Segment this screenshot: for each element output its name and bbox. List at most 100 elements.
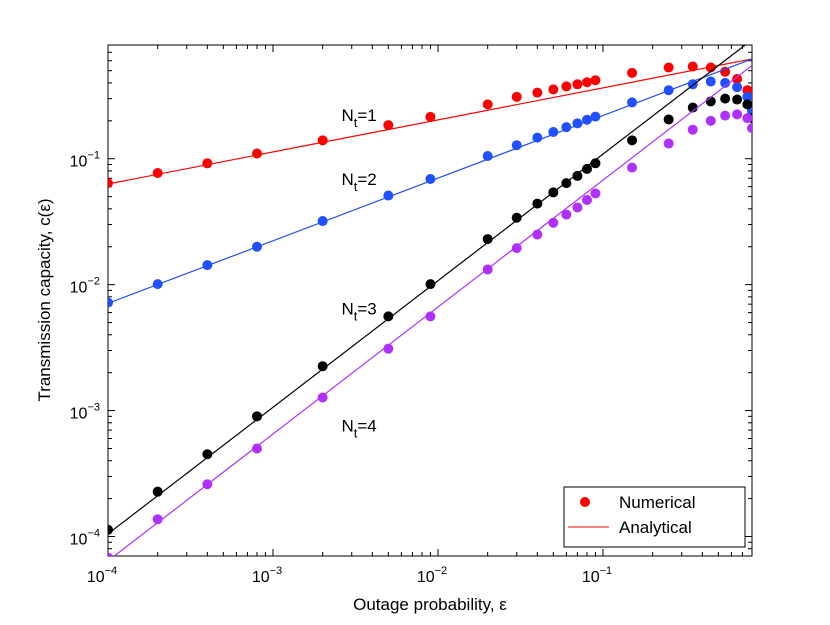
numerical-point	[720, 77, 731, 88]
y-tick-label: 10−4	[70, 527, 100, 548]
numerical-point	[317, 392, 328, 403]
numerical-point	[425, 279, 436, 290]
numerical-point	[627, 67, 638, 78]
numerical-point	[720, 110, 731, 121]
numerical-point	[627, 135, 638, 146]
numerical-point	[582, 114, 593, 125]
numerical-point	[705, 115, 716, 126]
numerical-point	[561, 122, 572, 133]
numerical-point	[572, 118, 583, 129]
numerical-point	[720, 93, 731, 104]
numerical-point	[202, 479, 213, 490]
legend: Numerical Analytical	[563, 486, 746, 548]
series-layer	[108, 45, 752, 556]
numerical-point	[742, 91, 752, 102]
series-3	[108, 45, 752, 535]
numerical-point	[108, 524, 113, 535]
numerical-point	[482, 234, 493, 245]
series-labels: Nt=1 Nt=2 Nt=3 Nt=4	[341, 106, 376, 441]
numerical-point	[152, 514, 163, 525]
numerical-point	[317, 361, 328, 372]
numerical-point	[720, 66, 731, 77]
numerical-point	[511, 140, 522, 151]
numerical-point	[482, 99, 493, 110]
numerical-point	[152, 168, 163, 179]
numerical-point	[548, 217, 559, 228]
numerical-point	[108, 178, 113, 189]
numerical-point	[152, 279, 163, 290]
numerical-point	[482, 264, 493, 275]
numerical-point	[425, 311, 436, 322]
numerical-point	[732, 109, 743, 120]
x-tick-label: 10−4	[87, 565, 117, 586]
legend-numerical-marker	[580, 497, 590, 507]
numerical-point	[532, 87, 543, 98]
numerical-point	[202, 449, 213, 460]
numerical-point	[572, 170, 583, 181]
numerical-point	[252, 443, 263, 454]
y-tick-label: 10−2	[70, 276, 100, 297]
numerical-point	[252, 411, 263, 422]
numerical-point	[548, 84, 559, 95]
numerical-point	[742, 99, 752, 110]
numerical-point	[532, 198, 543, 209]
numerical-point	[742, 113, 752, 124]
numerical-point	[687, 102, 698, 113]
numerical-point	[663, 138, 674, 149]
numerical-point	[548, 187, 559, 198]
series-label: Nt=4	[341, 417, 376, 441]
series-2	[108, 58, 752, 308]
numerical-point	[511, 212, 522, 223]
numerical-point	[663, 114, 674, 125]
numerical-point	[572, 202, 583, 213]
series-label: Nt=1	[341, 106, 376, 130]
x-axis-label: Outage probability, ε	[353, 595, 507, 614]
numerical-point	[582, 163, 593, 174]
numerical-point	[687, 124, 698, 135]
numerical-point	[511, 91, 522, 102]
numerical-point	[561, 209, 572, 220]
numerical-point	[663, 62, 674, 73]
numerical-point	[317, 135, 328, 146]
numerical-point	[152, 486, 163, 497]
numerical-point	[383, 343, 394, 354]
numerical-point	[732, 73, 743, 84]
y-axis-label: Transmission capacity, c(ε)	[35, 198, 54, 401]
y-tick-label: 10−3	[70, 402, 100, 423]
series-label: Nt=2	[341, 170, 376, 194]
legend-box	[563, 486, 746, 548]
numerical-point	[108, 297, 113, 308]
numerical-point	[532, 229, 543, 240]
x-tick-label: 10−2	[417, 565, 447, 586]
numerical-point	[627, 97, 638, 108]
numerical-point	[582, 77, 593, 88]
series-label: Nt=3	[341, 299, 376, 323]
x-tick-label: 10−3	[252, 565, 282, 586]
numerical-point	[425, 174, 436, 185]
numerical-point	[548, 127, 559, 138]
legend-numerical-label: Numerical	[619, 493, 696, 512]
numerical-point	[252, 148, 263, 159]
numerical-point	[687, 61, 698, 72]
numerical-point	[383, 190, 394, 201]
numerical-point	[108, 552, 113, 556]
numerical-point	[202, 260, 213, 271]
y-tick-label: 10−1	[70, 150, 100, 171]
numerical-point	[590, 158, 601, 169]
numerical-point	[317, 216, 328, 227]
numerical-point	[383, 311, 394, 322]
numerical-point	[482, 151, 493, 162]
numerical-point	[747, 123, 752, 134]
numerical-point	[252, 241, 263, 252]
legend-analytical-label: Analytical	[619, 518, 692, 537]
numerical-point	[663, 85, 674, 96]
numerical-point	[572, 79, 583, 90]
numerical-point	[705, 76, 716, 87]
series-4	[108, 65, 752, 556]
numerical-point	[732, 82, 743, 93]
numerical-point	[590, 188, 601, 199]
numerical-point	[732, 94, 743, 105]
numerical-point	[590, 75, 601, 86]
x-tick-label: 10−1	[582, 565, 612, 586]
